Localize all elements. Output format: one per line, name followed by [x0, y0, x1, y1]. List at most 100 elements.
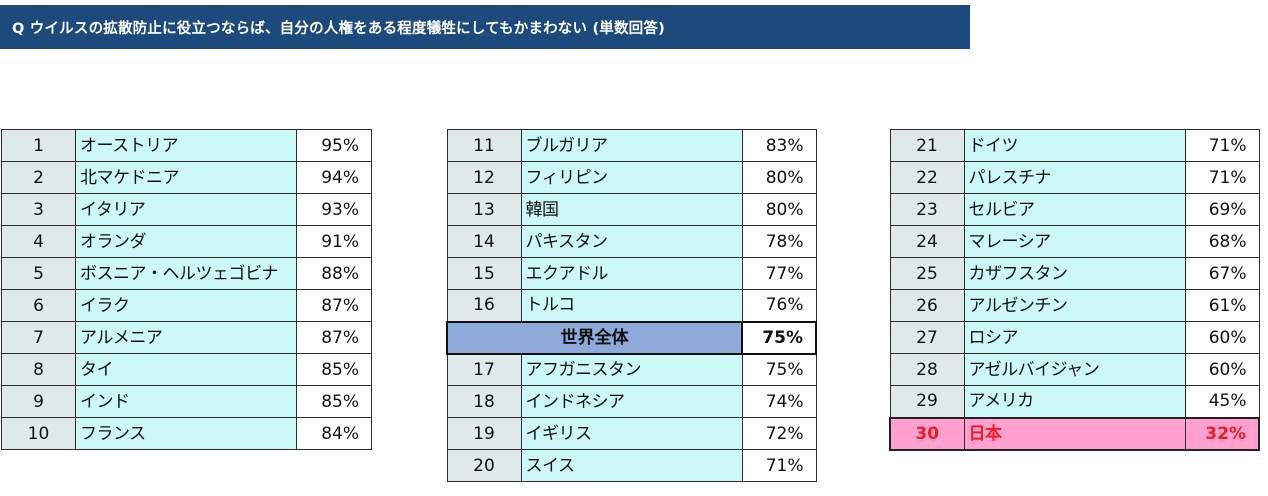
rank-cell: 5 — [1, 257, 76, 290]
rank-cell: 16 — [446, 289, 522, 322]
rank-cell: 6 — [1, 289, 76, 322]
country-cell: オーストリア — [75, 129, 297, 162]
table-row: 9 インド 85% — [1, 385, 372, 418]
country-cell: 北マケドニア — [75, 161, 297, 194]
country-cell: ロシア — [963, 321, 1186, 354]
percent-cell: 93% — [296, 193, 372, 226]
rank-cell: 22 — [889, 161, 965, 194]
table-row: 6 イラク 87% — [1, 289, 372, 322]
country-cell: インド — [75, 385, 297, 418]
rank-cell: 17 — [446, 353, 522, 386]
rank-cell: 11 — [446, 129, 522, 162]
rank-cell: 9 — [1, 385, 76, 418]
rank-cell: 29 — [889, 385, 965, 418]
percent-cell: 60% — [1184, 353, 1260, 386]
country-cell: マレーシア — [963, 225, 1186, 258]
country-cell: オランダ — [75, 225, 297, 258]
highlighted-row-japan: 30 日本 32% — [889, 416, 1260, 451]
country-cell: アメリカ — [963, 385, 1186, 418]
percent-cell: 61% — [1184, 289, 1260, 322]
country-cell: インドネシア — [520, 385, 743, 418]
table-row: 1 オーストリア 95% — [1, 129, 372, 162]
table-row: 13 韓国 80% — [446, 193, 817, 226]
ranking-table-3: 21 ドイツ 71% 22 パレスチナ 71% 23 セルビア 69% 24 マレーシア 68%… — [889, 129, 1260, 451]
table-row: 12 フィリピン 80% — [446, 161, 817, 194]
table-row: 15 エクアドル 77% — [446, 257, 817, 290]
table-row: 21 ドイツ 71% — [889, 129, 1260, 162]
table-row: 2 北マケドニア 94% — [1, 161, 372, 194]
rank-cell: 12 — [446, 161, 522, 194]
percent-cell: 80% — [741, 161, 817, 194]
rank-cell: 24 — [889, 225, 965, 258]
percent-cell: 68% — [1184, 225, 1260, 258]
percent-cell: 74% — [741, 385, 817, 418]
country-cell: トルコ — [520, 289, 743, 322]
percent-cell: 71% — [741, 449, 817, 482]
country-cell: パレスチナ — [963, 161, 1186, 194]
table-row: 26 アルゼンチン 61% — [889, 289, 1260, 322]
country-cell: フランス — [75, 417, 297, 450]
country-cell: ボスニア・ヘルツェゴビナ — [75, 257, 297, 290]
country-cell: イタリア — [75, 193, 297, 226]
table-row: 7 アルメニア 87% — [1, 321, 372, 354]
percent-cell: 84% — [296, 417, 372, 450]
country-cell: フィリピン — [520, 161, 743, 194]
rank-cell: 26 — [889, 289, 965, 322]
table-row: 4 オランダ 91% — [1, 225, 372, 258]
percent-cell: 88% — [296, 257, 372, 290]
world-average-label: 世界全体 — [446, 320, 743, 355]
percent-cell: 76% — [741, 289, 817, 322]
percent-cell: 80% — [741, 193, 817, 226]
percent-cell: 95% — [296, 129, 372, 162]
table-row: 18 インドネシア 74% — [446, 385, 817, 418]
percent-cell: 69% — [1184, 193, 1260, 226]
table-row: 23 セルビア 69% — [889, 193, 1260, 226]
table-row: 8 タイ 85% — [1, 353, 372, 386]
rank-cell: 25 — [889, 257, 965, 290]
table-row: 5 ボスニア・ヘルツェゴビナ 88% — [1, 257, 372, 290]
rank-cell: 18 — [446, 385, 522, 418]
country-cell: セルビア — [963, 193, 1186, 226]
country-cell: パキスタン — [520, 225, 743, 258]
rank-cell: 10 — [1, 417, 76, 450]
percent-cell: 32% — [1184, 416, 1260, 451]
ranking-table-2: 11 ブルガリア 83% 12 フィリピン 80% 13 韓国 80% 14 パキスタン 78%… — [446, 129, 817, 482]
percent-cell: 91% — [296, 225, 372, 258]
percent-cell: 83% — [741, 129, 817, 162]
country-cell: アルメニア — [75, 321, 297, 354]
table-row: 22 パレスチナ 71% — [889, 161, 1260, 194]
country-cell: アフガニスタン — [520, 353, 743, 386]
table-row: 10 フランス 84% — [1, 417, 372, 450]
rank-cell: 20 — [446, 449, 522, 482]
percent-cell: 71% — [1184, 129, 1260, 162]
rank-cell: 27 — [889, 321, 965, 354]
percent-cell: 87% — [296, 289, 372, 322]
rank-cell: 1 — [1, 129, 76, 162]
percent-cell: 85% — [296, 385, 372, 418]
country-cell: イギリス — [520, 417, 743, 450]
rank-cell: 30 — [889, 416, 965, 451]
rank-cell: 15 — [446, 257, 522, 290]
percent-cell: 75% — [741, 353, 817, 386]
rank-cell: 14 — [446, 225, 522, 258]
country-cell: カザフスタン — [963, 257, 1186, 290]
rank-cell: 4 — [1, 225, 76, 258]
table-row: 17 アフガニスタン 75% — [446, 353, 817, 386]
percent-cell: 77% — [741, 257, 817, 290]
ranking-table-1: 1 オーストリア 95% 2 北マケドニア 94% 3 イタリア 93% 4 オランダ 91% … — [1, 129, 372, 450]
rank-cell: 23 — [889, 193, 965, 226]
country-cell: 韓国 — [520, 193, 743, 226]
percent-cell: 60% — [1184, 321, 1260, 354]
world-average-row: 世界全体 75% — [446, 320, 817, 355]
table-row: 29 アメリカ 45% — [889, 385, 1260, 418]
country-cell: ブルガリア — [520, 129, 743, 162]
table-row: 11 ブルガリア 83% — [446, 129, 817, 162]
question-header: Q ウイルスの拡散防止に役立つならば、自分の人権をある程度犠牲にしてもかまわない… — [0, 5, 970, 49]
country-cell: エクアドル — [520, 257, 743, 290]
table-row: 14 パキスタン 78% — [446, 225, 817, 258]
table-row: 16 トルコ 76% — [446, 289, 817, 322]
percent-cell: 72% — [741, 417, 817, 450]
table-row: 28 アゼルバイジャン 60% — [889, 353, 1260, 386]
rank-cell: 3 — [1, 193, 76, 226]
rank-cell: 28 — [889, 353, 965, 386]
